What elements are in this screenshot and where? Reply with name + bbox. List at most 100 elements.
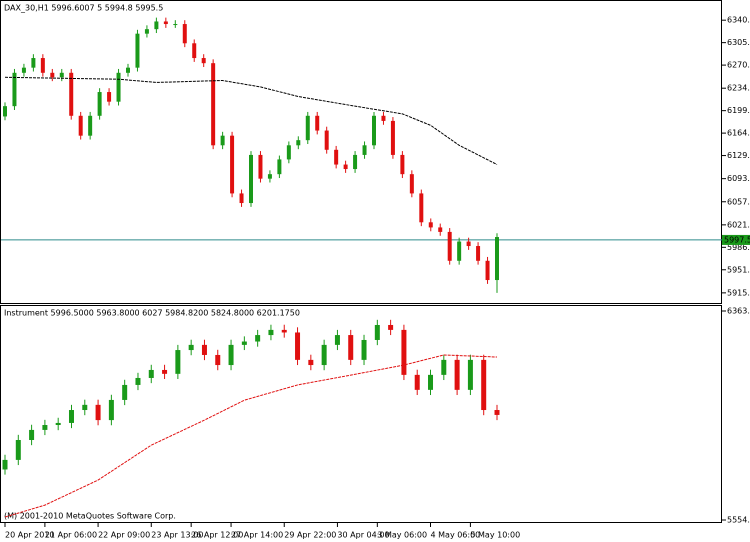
- candle-body: [135, 377, 141, 385]
- candle-body: [419, 193, 424, 223]
- candle-body: [175, 350, 181, 374]
- candle-body: [296, 140, 301, 146]
- candle-body: [255, 335, 261, 342]
- candle-body: [163, 21, 168, 25]
- top-title: DAX_30,H1 5996.6007 5 5994.8 5995.5: [4, 4, 163, 13]
- candle-body: [315, 115, 320, 131]
- last-price-box: [722, 234, 750, 245]
- candle-body: [400, 154, 405, 175]
- candle-body: [428, 374, 434, 390]
- candle-body: [441, 359, 447, 375]
- candle-body: [308, 359, 314, 366]
- candle-body: [182, 24, 187, 44]
- candle-body: [447, 231, 452, 261]
- top-pane: [0, 0, 722, 304]
- candle-body: [485, 260, 490, 281]
- candle-body: [305, 115, 310, 141]
- candle-body: [230, 135, 235, 194]
- y-tick-label: 6363.10: [727, 307, 750, 316]
- candle-body: [188, 344, 194, 351]
- bottom-pane: [0, 305, 722, 523]
- candle-body: [95, 404, 101, 421]
- candle-body: [82, 404, 88, 411]
- candle-body: [494, 410, 500, 415]
- candle-body: [29, 429, 35, 441]
- candle-body: [15, 440, 21, 460]
- y-tick-label: 6340.0: [727, 16, 750, 25]
- y-tick-label: 6021.0: [727, 220, 750, 229]
- candle-body: [388, 324, 394, 330]
- candle-body: [126, 67, 130, 73]
- x-tick-label: 23 Apr 13:00: [151, 531, 203, 540]
- candle-body: [3, 106, 7, 117]
- candle-body: [438, 227, 443, 232]
- candle-body: [277, 159, 282, 175]
- candle-body: [268, 329, 274, 336]
- candle-body: [495, 237, 499, 281]
- candle-body: [201, 344, 207, 355]
- y-tick-label: 5951.0: [727, 265, 750, 274]
- bottom-title: Instrument 5996.5000 5963.8000 6027 5984…: [4, 309, 300, 318]
- candle-body: [116, 72, 121, 102]
- candle-body: [192, 43, 197, 59]
- candle-body: [414, 374, 420, 390]
- candle-body: [324, 130, 329, 150]
- candle-body: [267, 174, 272, 179]
- candle-body: [239, 193, 244, 204]
- candle-body: [12, 72, 17, 107]
- x-tick-label: 3 May 06:00: [377, 531, 427, 540]
- candle-body: [2, 459, 8, 470]
- moving-average: [4, 76, 498, 165]
- candle-body: [31, 58, 36, 68]
- candle-body: [21, 67, 26, 73]
- candle-body: [362, 145, 367, 155]
- y-tick-label: 6270.0: [727, 61, 750, 70]
- candle-body: [162, 369, 168, 374]
- x-tick-label: 30 Apr 04:00: [337, 531, 389, 540]
- candle-body: [241, 341, 247, 345]
- x-tick-label: 4 May 06:00: [431, 531, 481, 540]
- candle-body: [466, 241, 471, 247]
- x-tick-label: 20 Apr 2010: [5, 531, 54, 540]
- y-tick-label: 6234.0: [727, 84, 750, 93]
- y-tick-label: 6164.0: [727, 129, 750, 138]
- y-tick-label: 6093.0: [727, 174, 750, 183]
- candle-body: [42, 425, 48, 430]
- candle-body: [211, 63, 216, 146]
- x-tick-label: 21 Apr 06:00: [45, 531, 97, 540]
- candle-body: [334, 335, 340, 345]
- y-tick-label: 5986.0: [727, 243, 750, 252]
- y-tick-label: 6129.0: [727, 151, 750, 160]
- candle-body: [59, 72, 64, 78]
- moving-average: [4, 354, 498, 518]
- candle-body: [40, 58, 45, 73]
- candle-body: [374, 324, 380, 340]
- x-tick-label: 27 Apr 14:00: [231, 531, 283, 540]
- candle-body: [361, 339, 367, 360]
- candle-body: [88, 115, 93, 136]
- candle-body: [148, 369, 154, 378]
- candle-body: [409, 174, 414, 194]
- candle-body: [390, 120, 395, 155]
- x-tick-label: 22 Apr 09:00: [98, 531, 150, 540]
- candle-body: [68, 410, 74, 423]
- candle-body: [454, 359, 460, 390]
- y-tick-label: 6305.0: [727, 38, 750, 47]
- candle-body: [343, 164, 348, 170]
- candle-body: [381, 115, 386, 121]
- candle-body: [69, 72, 74, 116]
- candle-body: [215, 354, 221, 366]
- x-tick-label: 5 May 10:00: [470, 531, 520, 540]
- candle-body: [108, 399, 114, 421]
- candle-body: [122, 384, 128, 400]
- last-price-label: 5997.5: [724, 235, 750, 244]
- candle-body: [295, 332, 301, 360]
- candle-body: [353, 154, 358, 170]
- candle-body: [286, 145, 291, 160]
- candle-body: [228, 344, 234, 366]
- candle-body: [55, 422, 61, 426]
- y-tick-label: 5554.49: [727, 516, 750, 525]
- candle-body: [220, 135, 225, 146]
- candle-body: [249, 154, 253, 204]
- y-tick-label: 5915.0: [727, 288, 750, 297]
